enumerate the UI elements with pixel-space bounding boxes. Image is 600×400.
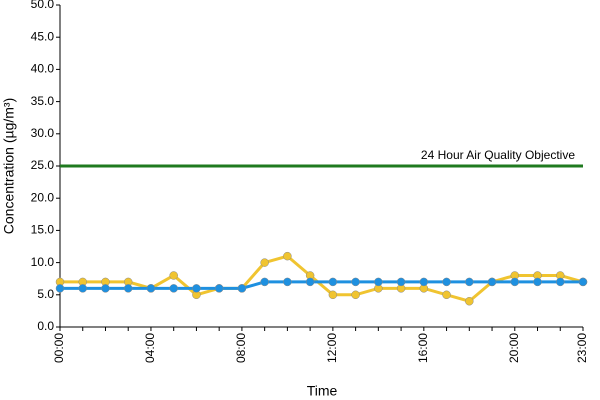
x-axis-title: Time bbox=[307, 383, 338, 399]
reference-label: 24 Hour Air Quality Objective bbox=[421, 148, 575, 162]
point bbox=[533, 277, 542, 287]
point bbox=[283, 251, 292, 261]
y-axis-title: Concentration (µg/m³) bbox=[1, 98, 17, 234]
point bbox=[465, 277, 474, 287]
point bbox=[396, 277, 406, 287]
point bbox=[55, 284, 65, 293]
point bbox=[442, 290, 451, 300]
point bbox=[351, 290, 360, 300]
point bbox=[328, 290, 338, 300]
point bbox=[351, 277, 360, 287]
point bbox=[146, 284, 156, 293]
y-tick-label: 5.0 bbox=[37, 287, 54, 301]
y-tick-label: 40.0 bbox=[31, 62, 55, 76]
point bbox=[169, 271, 178, 280]
point bbox=[214, 284, 224, 293]
point bbox=[237, 284, 247, 293]
point bbox=[283, 277, 292, 287]
y-tick-label: 20.0 bbox=[31, 190, 55, 204]
point bbox=[578, 277, 588, 287]
point bbox=[328, 277, 338, 287]
y-tick-label: 0.0 bbox=[37, 319, 54, 333]
series-line bbox=[60, 254, 584, 303]
y-tick-label: 15.0 bbox=[31, 223, 55, 237]
point bbox=[305, 277, 315, 287]
x-tick-label: 04:00 bbox=[143, 333, 157, 363]
point bbox=[556, 277, 565, 287]
x-tick-label: 12:00 bbox=[325, 333, 339, 363]
point bbox=[101, 284, 110, 293]
y-tick-label: 45.0 bbox=[31, 29, 55, 43]
point bbox=[419, 277, 429, 287]
point bbox=[374, 277, 383, 287]
y-tick-label: 30.0 bbox=[31, 126, 55, 140]
x-tick-label: 23:00 bbox=[575, 333, 589, 363]
y-tick-label: 25.0 bbox=[31, 158, 55, 172]
y-tick-label: 50.0 bbox=[31, 0, 55, 11]
y-tick-label: 10.0 bbox=[31, 255, 55, 269]
point bbox=[442, 277, 451, 287]
point bbox=[260, 277, 269, 287]
point bbox=[78, 284, 87, 293]
y-tick-label: 35.0 bbox=[31, 94, 55, 108]
x-tick-label: 00:00 bbox=[52, 333, 66, 363]
point bbox=[192, 284, 201, 293]
point bbox=[123, 284, 133, 293]
x-tick-label: 20:00 bbox=[507, 333, 521, 363]
x-tick-label: 08:00 bbox=[234, 333, 248, 363]
point bbox=[260, 258, 269, 267]
point bbox=[465, 296, 474, 306]
point bbox=[487, 277, 497, 287]
x-tick-label: 16:00 bbox=[416, 333, 430, 363]
point bbox=[510, 277, 520, 287]
point bbox=[169, 284, 178, 293]
